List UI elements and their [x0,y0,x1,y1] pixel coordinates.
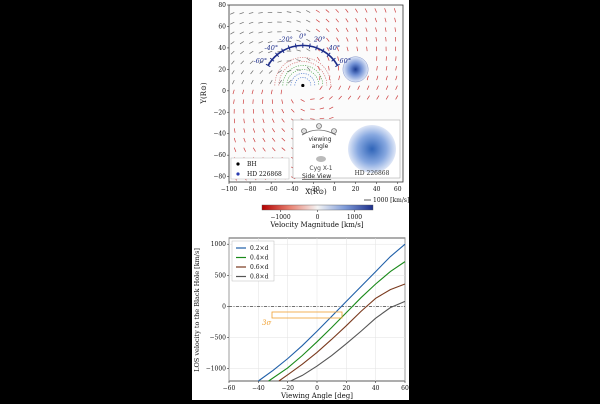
x-tick-label: −40 [252,385,265,392]
legend-bh-label: BH [247,161,257,168]
y-tick-label: −40 [213,131,226,138]
y-tick-label: 0 [222,303,226,310]
x-tick-label: −60 [223,385,236,392]
y-tick-label: 80 [218,2,226,9]
x-tick-label: 0 [315,385,319,392]
inset-star-label: HD 226868 [355,170,390,177]
inset-view-label: Side View [302,173,331,180]
y-tick-label: −1000 [206,366,226,373]
inset-angle-label: angle [312,143,329,150]
bottom-xlabel: Viewing Angle [deg] [280,392,353,400]
angle-label: 0° [299,32,306,40]
black-hole-marker [301,84,304,87]
legend-label: 0.6×d [250,264,269,271]
legend-label: 0.2×d [250,245,269,252]
angle-label: 40° [328,44,341,52]
colorbar-tick-label: −1000 [270,214,290,221]
y-tick-label: −60 [213,152,226,159]
colorbar [262,205,373,210]
angle-label: -20° [279,35,293,43]
x-tick-label: −20 [281,385,294,392]
angle-label: -60° [253,57,267,65]
colorbar-tick-label: 1000 [347,214,362,221]
colorbar-label: Velocity Magnitude [km/s] [269,221,363,229]
scale-arrow-label: 1000 [km/s] [373,197,409,204]
y-tick-label: 0 [222,88,226,95]
y-tick-label: −20 [213,109,226,116]
y-tick-label: 20 [218,66,226,73]
x-tick-label: 40 [373,186,381,193]
x-tick-label: −80 [244,186,257,193]
eye-icon [302,129,307,134]
x-tick-label: 0 [333,186,337,193]
eye-icon [317,124,322,129]
y-tick-label: 60 [218,23,226,30]
inset-disk [316,156,326,162]
top-xlabel: X(R⊙) [305,188,327,196]
y-tick-label: 500 [215,272,227,279]
angle-label: 20° [313,35,326,43]
top-ylabel: Y(R⊙) [200,82,208,104]
inset-star [348,125,396,173]
y-tick-label: 1000 [211,241,226,248]
sigma-label: 3σ [262,319,271,327]
legend-bh-marker [236,162,239,165]
y-tick-label: −500 [210,334,227,341]
top-legend: BH HD 226868 [231,158,289,179]
x-tick-label: 40 [372,385,380,392]
side-view-inset: HD 226868 viewing angle Cyg X-1 Side Vie… [293,120,400,180]
inset-viewing-label: viewing [308,136,331,143]
x-tick-label: −100 [221,186,238,193]
legend-label: 0.4×d [250,255,269,262]
x-tick-label: 20 [343,385,351,392]
x-tick-label: −60 [265,186,278,193]
bottom-ylabel: LOS velocity to the Black Hole [km/s] [193,248,201,372]
y-tick-label: −80 [213,174,226,181]
bottom-legend: 0.2×d 0.4×d 0.6×d 0.8×d [232,241,274,281]
angle-label: -40° [264,44,278,52]
legend-star-label: HD 226868 [247,171,282,178]
inset-source-label: Cyg X-1 [309,165,332,172]
legend-label: 0.8×d [250,274,269,281]
legend-star-marker [236,172,239,175]
x-tick-label: 60 [401,385,409,392]
x-tick-label: −40 [286,186,299,193]
colorbar-tick-label: 0 [316,214,320,221]
x-tick-label: 60 [394,186,402,193]
eye-icon [332,129,337,134]
x-tick-label: 20 [352,186,360,193]
y-tick-label: 40 [218,45,226,52]
angle-label: 60° [340,57,352,65]
